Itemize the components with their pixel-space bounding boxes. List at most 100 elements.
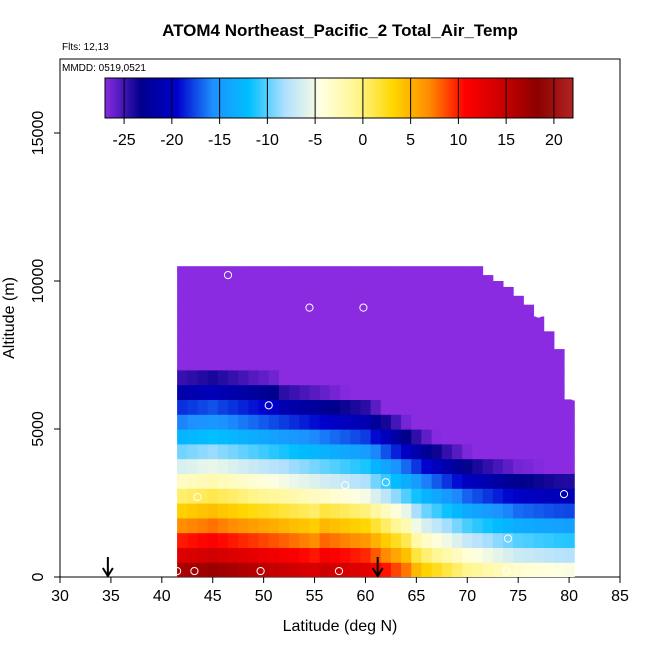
heatmap-cell — [472, 488, 484, 504]
heatmap-cell — [421, 281, 433, 297]
heatmap-cell — [340, 547, 351, 563]
heatmap-cell — [238, 488, 249, 504]
heatmap-cell — [380, 399, 392, 415]
heatmap-cell — [370, 562, 382, 577]
heatmap-cell — [502, 547, 514, 563]
heatmap-cell — [472, 281, 484, 297]
heatmap-cell — [238, 399, 249, 415]
heatmap-cell — [380, 325, 392, 341]
heatmap-cell — [401, 384, 412, 400]
heatmap-cell — [543, 384, 555, 400]
heatmap-cell — [492, 340, 504, 356]
heatmap-cell — [523, 429, 535, 445]
colorbar-tick-label: 10 — [449, 132, 467, 149]
heatmap-cell — [533, 458, 545, 474]
heatmap-cell — [177, 340, 188, 356]
heatmap-cell — [217, 399, 229, 415]
heatmap-cell — [543, 473, 555, 489]
heatmap-cell — [228, 443, 239, 460]
heatmap-cell — [319, 532, 331, 548]
heatmap-cell — [421, 562, 433, 577]
heatmap-cell — [452, 384, 463, 400]
heatmap-cell — [258, 325, 270, 341]
heatmap-cell — [523, 562, 535, 577]
heatmap-cell — [553, 488, 565, 504]
heatmap-cell — [502, 488, 514, 504]
heatmap-cell — [278, 355, 290, 371]
heatmap-cell — [390, 517, 402, 534]
heatmap-cell — [350, 488, 361, 504]
heatmap-cell — [187, 281, 199, 297]
heatmap-cell — [258, 340, 270, 356]
heatmap-cell — [299, 443, 311, 460]
heatmap-cell — [360, 547, 372, 563]
heatmap-cell — [340, 414, 351, 430]
heatmap-cell — [177, 355, 188, 371]
heatmap-cell — [492, 399, 504, 415]
heatmap-cell — [482, 325, 494, 341]
heatmap-cell — [258, 384, 270, 400]
heatmap-cell — [482, 517, 494, 534]
heatmap-cell — [248, 369, 260, 386]
heatmap-cell — [543, 503, 555, 519]
heatmap-cell — [533, 369, 545, 386]
heatmap-cell — [411, 414, 423, 430]
heatmap-cell — [329, 384, 341, 400]
heatmap-cell — [197, 355, 209, 371]
heatmap-cell — [217, 355, 229, 371]
heatmap-cell — [523, 443, 535, 460]
heatmap-cell — [401, 355, 412, 371]
heatmap-cell — [533, 355, 545, 371]
heatmap-cell — [248, 532, 260, 548]
heatmap-cell — [462, 547, 473, 563]
heatmap-cell — [380, 473, 392, 489]
heatmap-cell — [492, 384, 504, 400]
heatmap-cell — [431, 369, 443, 386]
heatmap-cell — [278, 503, 290, 519]
colorbar-tick-label: -20 — [160, 132, 183, 149]
heatmap-cell — [299, 429, 311, 445]
heatmap-cell — [553, 473, 565, 489]
heatmap-cell — [370, 532, 382, 548]
y-axis: 0 5000 10000 15000 — [30, 111, 60, 581]
dates-label: MMDD: 0519,0521 — [62, 63, 146, 74]
heatmap-cell — [289, 517, 300, 534]
heatmap-cell — [187, 458, 199, 474]
heatmap-cell — [502, 414, 514, 430]
heatmap-cell — [502, 532, 514, 548]
heatmap-cell — [441, 340, 453, 356]
heatmap-cell — [564, 443, 575, 460]
heatmap-cell — [492, 443, 504, 460]
heatmap-cell — [228, 503, 239, 519]
heatmap-cell — [452, 503, 463, 519]
heatmap-cell — [289, 458, 300, 474]
heatmap-cell — [207, 325, 219, 341]
heatmap-cell — [268, 266, 280, 282]
heatmap-cell — [319, 355, 331, 371]
heatmap-cell — [289, 310, 300, 326]
heatmap-cell — [309, 473, 321, 489]
heatmap-cell — [177, 517, 188, 534]
heatmap-cell — [482, 399, 494, 415]
heatmap-cell — [238, 340, 249, 356]
heatmap-cell — [492, 458, 504, 474]
heatmap-cell — [319, 429, 331, 445]
heatmap-cell — [482, 340, 494, 356]
heatmap-cell — [452, 355, 463, 371]
heatmap-cell — [553, 399, 565, 415]
heatmap-cell — [238, 503, 249, 519]
heatmap-cell — [278, 369, 290, 386]
heatmap-cell — [421, 458, 433, 474]
heatmap-cell — [452, 281, 463, 297]
heatmap-cell — [228, 488, 239, 504]
heatmap-cell — [329, 503, 341, 519]
heatmap-cell — [278, 266, 290, 282]
heatmap-cell — [197, 325, 209, 341]
heatmap-cell — [564, 473, 575, 489]
heatmap-cell — [411, 325, 423, 341]
heatmap-cell — [553, 503, 565, 519]
heatmap-cell — [543, 532, 555, 548]
heatmap-cell — [462, 414, 473, 430]
heatmap-cell — [197, 414, 209, 430]
heatmap-cell — [370, 547, 382, 563]
